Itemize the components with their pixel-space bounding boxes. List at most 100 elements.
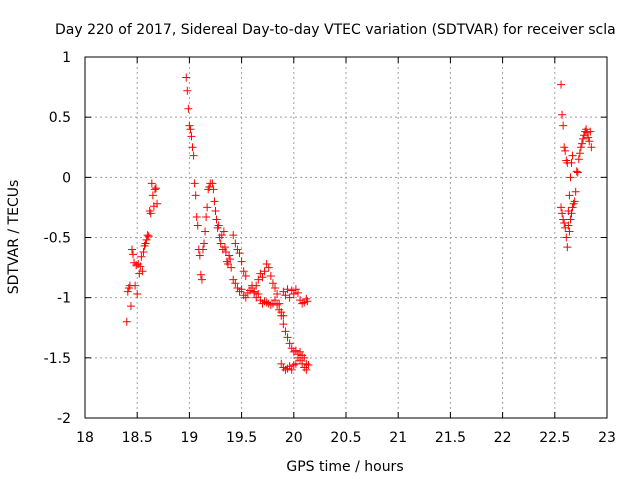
data-point <box>250 287 259 296</box>
axis-ticks: 18 18.5 19 19.5 20 20.5 21 21.5 22 22.5 23 1 0.5 0 -0.… <box>44 50 616 446</box>
data-point <box>237 285 246 294</box>
y-tick-label: -2 <box>57 411 71 427</box>
data-point <box>281 291 290 300</box>
y-tick-label: 0.5 <box>49 110 71 126</box>
grid <box>85 57 607 418</box>
x-tick-label: 21 <box>389 430 407 446</box>
data-point <box>211 207 220 216</box>
data-point <box>568 151 577 160</box>
data-point <box>216 239 225 248</box>
data-point <box>254 275 263 284</box>
x-tick-label: 22.5 <box>539 430 570 446</box>
x-tick-label: 18.5 <box>122 430 153 446</box>
data-point <box>131 281 140 290</box>
data-point <box>291 285 300 294</box>
data-point <box>139 247 148 256</box>
data-point <box>296 347 305 356</box>
x-tick-label: 22 <box>494 430 512 446</box>
data-point <box>142 235 151 244</box>
data-point <box>201 227 210 236</box>
data-point <box>233 245 242 254</box>
data-point <box>231 279 240 288</box>
data-point <box>191 191 200 200</box>
data-point <box>256 296 265 305</box>
data-point <box>575 149 584 158</box>
data-point <box>578 134 587 143</box>
data-point <box>582 125 591 134</box>
data-point <box>561 223 570 232</box>
data-point <box>239 267 248 276</box>
x-tick-label: 23 <box>598 430 616 446</box>
data-point <box>185 121 194 130</box>
data-point <box>137 252 146 261</box>
data-point <box>148 191 157 200</box>
data-point <box>147 179 156 188</box>
data-point <box>568 203 577 212</box>
data-point <box>289 290 298 299</box>
data-point <box>200 239 209 248</box>
data-point <box>559 215 568 224</box>
chart-title: Day 220 of 2017, Sidereal Day-to-day VTE… <box>55 22 616 38</box>
data-point <box>258 273 267 282</box>
data-point <box>143 231 152 240</box>
data-point <box>260 267 269 276</box>
data-point <box>283 285 292 294</box>
data-point <box>252 293 261 302</box>
data-point <box>277 311 286 320</box>
data-point <box>153 199 162 208</box>
data-point <box>146 209 155 218</box>
data-point <box>197 275 206 284</box>
data-point <box>126 302 135 311</box>
data-point <box>189 151 198 160</box>
data-point <box>237 257 246 266</box>
data-point <box>298 359 307 368</box>
data-point <box>567 158 576 167</box>
x-axis-label: GPS time / hours <box>286 459 403 475</box>
data-point <box>291 346 300 355</box>
y-tick-label: -1 <box>57 291 71 307</box>
data-point <box>287 344 296 353</box>
data-point <box>212 215 221 224</box>
data-point <box>254 290 263 299</box>
data-point <box>563 243 572 252</box>
data-point <box>571 187 580 196</box>
data-point <box>271 296 280 305</box>
data-point <box>210 197 219 206</box>
data-point <box>302 365 311 374</box>
data-point <box>202 213 211 222</box>
y-tick-label: -0.5 <box>44 231 71 247</box>
data-point <box>192 213 201 222</box>
data-point <box>273 300 282 309</box>
data-point <box>298 299 307 308</box>
data-point <box>203 203 212 212</box>
data-point <box>122 317 131 326</box>
data-point <box>296 356 305 365</box>
data-point <box>182 73 191 82</box>
x-tick-label: 21.5 <box>435 430 466 446</box>
data-point <box>256 269 265 278</box>
data-point <box>193 221 202 230</box>
data-point <box>217 231 226 240</box>
data-point <box>303 297 312 306</box>
data-point <box>572 167 581 176</box>
data-point <box>198 245 207 254</box>
data-point <box>271 284 280 293</box>
data-point <box>233 284 242 293</box>
data-point <box>248 284 257 293</box>
data-point <box>260 297 269 306</box>
data-point <box>220 243 229 252</box>
data-point <box>566 215 575 224</box>
data-point <box>564 207 573 216</box>
data-point <box>227 263 236 272</box>
data-point <box>195 251 204 260</box>
data-point <box>229 231 238 240</box>
data-point <box>266 272 275 281</box>
data-point <box>273 290 282 299</box>
data-point <box>285 293 294 302</box>
data-point <box>574 155 583 164</box>
data-point <box>558 209 567 218</box>
data-point <box>214 221 223 230</box>
data-point <box>562 233 571 242</box>
data-point <box>559 121 568 130</box>
